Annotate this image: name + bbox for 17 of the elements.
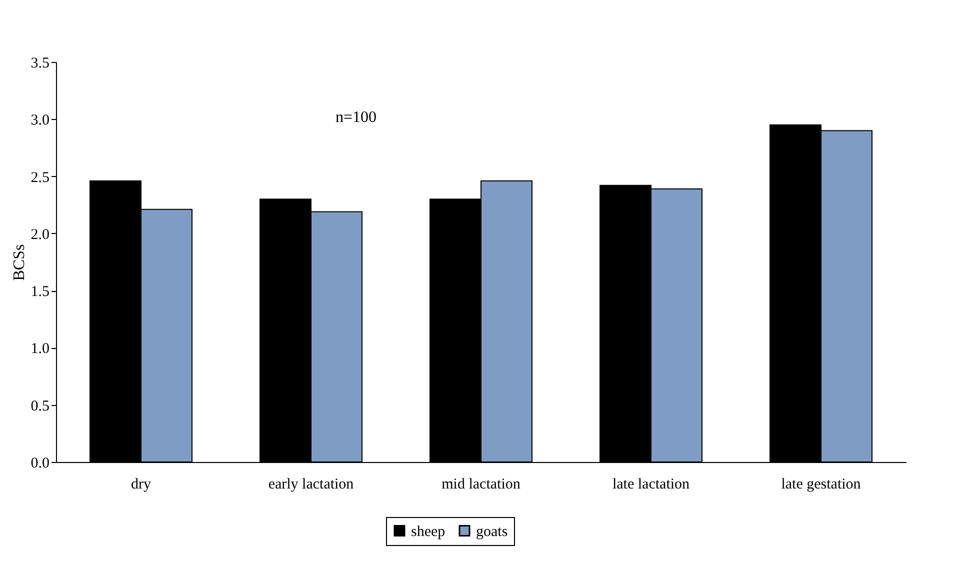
legend-label: goats xyxy=(476,524,508,540)
x-tick-label: late lactation xyxy=(612,476,690,492)
y-tick-label: 1.0 xyxy=(30,341,50,358)
y-tick-label: 2.5 xyxy=(30,170,50,186)
legend-label: sheep xyxy=(411,524,446,540)
y-axis-title: BCSs xyxy=(10,244,28,281)
x-tick-label: early lactation xyxy=(268,476,354,492)
x-tick-label: late gestation xyxy=(781,476,862,492)
y-tick-label: 0.0 xyxy=(30,456,50,472)
y-tick-label: 0.5 xyxy=(30,398,50,414)
y-tick-label: 2.0 xyxy=(30,226,50,243)
y-tick-label: 3.5 xyxy=(30,56,50,72)
y-tick-label: 1.5 xyxy=(30,284,50,300)
x-tick-label: dry xyxy=(131,476,152,492)
annotation: n=100 xyxy=(335,109,377,126)
y-tick-label: 3.0 xyxy=(30,112,50,129)
x-tick-label: mid lactation xyxy=(442,476,521,492)
